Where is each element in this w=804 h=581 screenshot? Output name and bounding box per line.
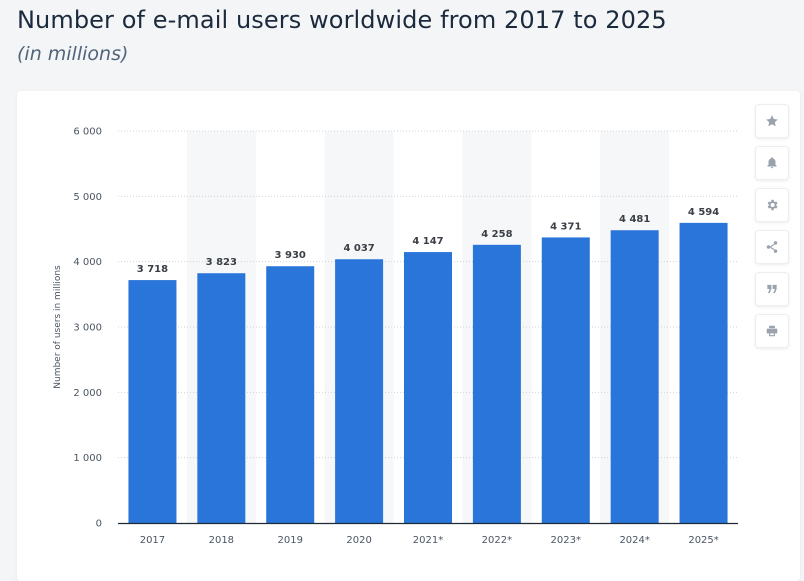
bar-value-label: 4 481 bbox=[619, 214, 650, 225]
x-tick-label: 2017 bbox=[140, 535, 165, 546]
y-tick-label: 2 000 bbox=[73, 388, 102, 399]
x-tick-label: 2022* bbox=[482, 535, 512, 546]
bar-value-label: 3 718 bbox=[137, 264, 168, 275]
notification-button[interactable] bbox=[755, 146, 789, 180]
y-tick-label: 4 000 bbox=[73, 257, 102, 268]
x-tick-label: 2020 bbox=[346, 535, 371, 546]
x-tick-label: 2018 bbox=[209, 535, 234, 546]
chart-toolbar bbox=[755, 104, 789, 356]
bar bbox=[404, 252, 452, 523]
x-tick-label: 2023* bbox=[551, 535, 581, 546]
bar-value-label: 4 147 bbox=[412, 236, 443, 247]
star-icon bbox=[766, 115, 778, 127]
y-tick-label: 6 000 bbox=[73, 127, 102, 138]
bar bbox=[679, 222, 728, 523]
bar bbox=[541, 237, 590, 524]
x-tick-label: 2019 bbox=[277, 535, 302, 546]
settings-button[interactable] bbox=[755, 188, 789, 222]
quote-icon bbox=[767, 284, 777, 294]
page-title: Number of e-mail users worldwide from 20… bbox=[17, 6, 667, 34]
x-tick-label: 2021* bbox=[413, 535, 443, 546]
share-button[interactable] bbox=[755, 230, 789, 264]
x-tick-label: 2025* bbox=[688, 535, 718, 546]
favorite-button[interactable] bbox=[755, 104, 789, 138]
bar bbox=[128, 280, 177, 523]
print-icon bbox=[766, 325, 778, 337]
x-tick-label: 2024* bbox=[619, 535, 649, 546]
bar-value-label: 4 258 bbox=[481, 229, 512, 240]
bar-value-label: 3 930 bbox=[275, 250, 306, 261]
print-button[interactable] bbox=[755, 314, 789, 348]
bar bbox=[197, 273, 246, 523]
bar bbox=[266, 266, 315, 523]
y-tick-label: 3 000 bbox=[73, 323, 102, 334]
bar bbox=[472, 244, 521, 523]
bar bbox=[335, 259, 384, 523]
y-axis-title: Number of users in millions bbox=[53, 265, 63, 389]
bar-value-label: 4 594 bbox=[688, 207, 719, 218]
bell-icon bbox=[767, 157, 777, 169]
gear-icon bbox=[767, 199, 778, 211]
chart-header: Number of e-mail users worldwide from 20… bbox=[17, 6, 667, 65]
cite-button[interactable] bbox=[755, 272, 789, 306]
bar-value-label: 4 371 bbox=[550, 221, 581, 232]
bar-value-label: 4 037 bbox=[343, 243, 374, 254]
bar bbox=[610, 230, 659, 523]
y-tick-label: 0 bbox=[96, 519, 102, 530]
bar-chart: 0 1 000 2 000 3 000 4 000 5 000 6 000 Number of… bbox=[53, 127, 738, 546]
y-tick-label: 1 000 bbox=[73, 453, 102, 464]
share-icon bbox=[766, 241, 778, 253]
y-tick-label: 5 000 bbox=[73, 192, 102, 203]
page-subtitle: (in millions) bbox=[17, 43, 129, 65]
bar-value-label: 3 823 bbox=[206, 257, 237, 268]
